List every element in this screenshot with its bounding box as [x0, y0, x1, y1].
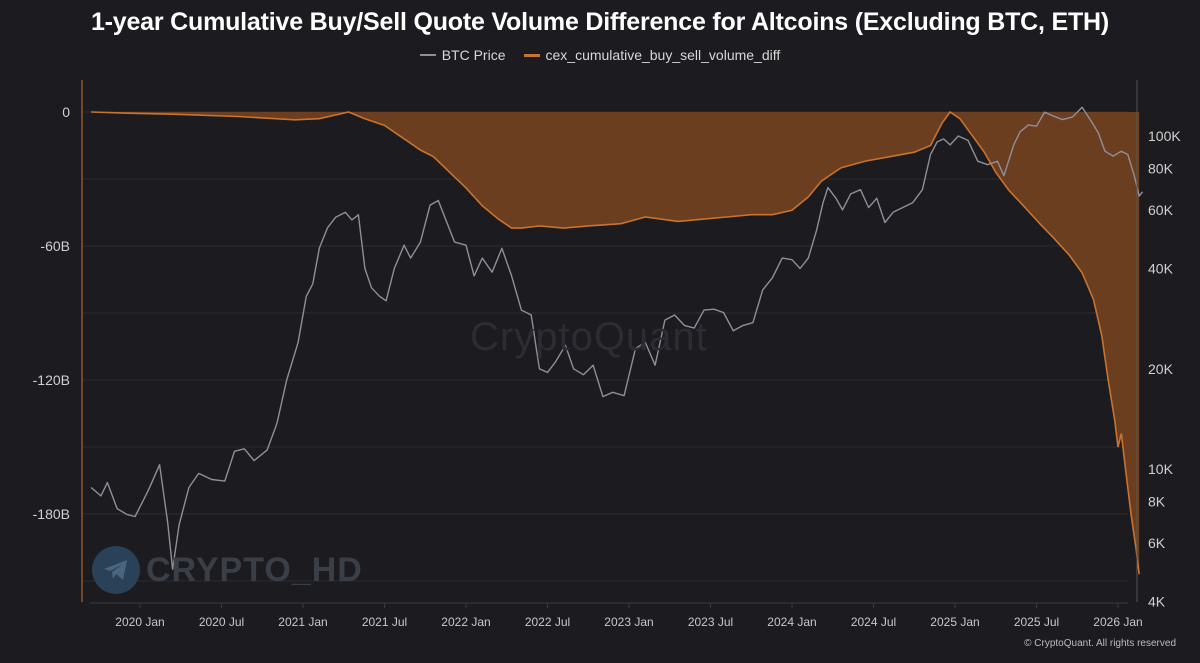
x-tick-label: 2022 Jan	[441, 615, 490, 629]
legend-label-volume-diff: cex_cumulative_buy_sell_volume_diff	[545, 47, 781, 63]
btc-price-line-layer	[90, 106, 1144, 570]
y-right-tick-label: 6K	[1148, 535, 1166, 551]
y-right-tick-label: 4K	[1148, 594, 1166, 610]
x-tick-label: 2021 Jul	[362, 615, 407, 629]
chart-legend: BTC Price cex_cumulative_buy_sell_volume…	[0, 47, 1200, 63]
btc-price-line	[90, 106, 1144, 570]
x-tick-label: 2020 Jul	[199, 615, 244, 629]
y-left-tick-label: -180B	[33, 506, 70, 522]
x-tick-label: 2025 Jul	[1014, 615, 1059, 629]
y-right-tick-label: 100K	[1148, 128, 1181, 144]
y-left-tick-label: -60B	[40, 238, 70, 254]
cryptoquant-watermark: CryptoQuant	[470, 315, 708, 359]
y-right-tick-label: 60K	[1148, 202, 1174, 218]
x-tick-label: 2024 Jan	[767, 615, 816, 629]
telegram-icon	[92, 546, 140, 594]
channel-watermark: CRYPTO_HD	[92, 546, 363, 594]
legend-item-volume-diff[interactable]: cex_cumulative_buy_sell_volume_diff	[523, 47, 781, 63]
y-left-tick-label: -120B	[33, 372, 70, 388]
volume-diff-area	[91, 110, 1140, 575]
x-tick-label: 2022 Jul	[525, 615, 570, 629]
y-right-tick-label: 10K	[1148, 461, 1174, 477]
y-right-tick-label: 40K	[1148, 261, 1174, 277]
y-right-tick-label: 8K	[1148, 493, 1166, 509]
x-tick-label: 2024 Jul	[851, 615, 896, 629]
x-tick-label: 2021 Jan	[278, 615, 327, 629]
volume-diff-line	[91, 110, 1140, 575]
x-tick-label: 2020 Jan	[115, 615, 164, 629]
legend-swatch-volume-diff	[523, 53, 540, 57]
x-tick-label: 2026 Jan	[1093, 615, 1142, 629]
x-tick-label: 2025 Jan	[930, 615, 979, 629]
chart-title: 1-year Cumulative Buy/Sell Quote Volume …	[90, 8, 1110, 36]
y-left-tick-label: 0	[62, 104, 70, 120]
y-right-tick-label: 80K	[1148, 160, 1174, 176]
legend-label-btc-price: BTC Price	[441, 47, 506, 63]
volume-diff-fill	[91, 112, 1140, 575]
chart-axes: 0 -60B -120B -180B 100K 80K 60K 40K 20K 10K 8K 6K 4K…	[33, 80, 1181, 629]
y-right-tick-label: 20K	[1148, 361, 1174, 377]
copyright-text: © CryptoQuant. All rights reserved	[1024, 638, 1176, 649]
x-tick-label: 2023 Jan	[604, 615, 653, 629]
x-tick-label: 2023 Jul	[688, 615, 733, 629]
legend-swatch-btc-price	[419, 54, 436, 56]
legend-item-btc-price[interactable]: BTC Price	[419, 47, 506, 63]
chart-grid	[82, 111, 1128, 582]
channel-name: CRYPTO_HD	[146, 550, 363, 589]
